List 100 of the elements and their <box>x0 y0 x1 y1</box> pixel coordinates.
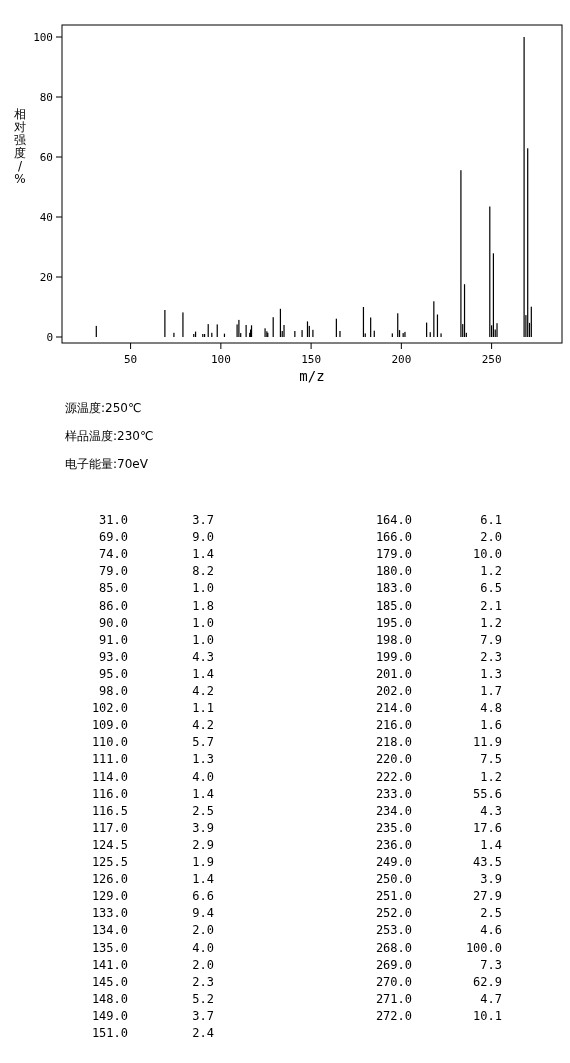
text: 114.0 <box>91 769 128 784</box>
text: 1.2 <box>480 615 502 630</box>
text: 126.0 <box>91 872 128 887</box>
text: 4.2 <box>192 718 214 733</box>
text: 93.0 <box>99 649 128 664</box>
text: 1.4 <box>192 666 214 681</box>
text: 129.0 <box>91 889 128 904</box>
text: 1.3 <box>480 666 502 681</box>
text: 183.0 <box>375 581 412 596</box>
text: 10.0 <box>473 547 502 562</box>
text: 6.6 <box>192 889 214 904</box>
text: 74.0 <box>99 547 128 562</box>
text: 1.4 <box>192 872 214 887</box>
x-axis-title: m/z <box>299 368 325 384</box>
x-tick-label: 150 <box>301 353 322 366</box>
y-tick-label: 60 <box>39 151 53 164</box>
text: 2.1 <box>480 598 502 613</box>
text: 116.0 <box>91 786 128 801</box>
text: 55.6 <box>473 786 502 801</box>
text: 1.0 <box>192 632 214 647</box>
x-tick-label: 250 <box>481 353 502 366</box>
text: 249.0 <box>375 855 412 869</box>
text: 3.7 <box>192 1008 214 1023</box>
text: 134.0 <box>91 923 128 938</box>
text: 86.0 <box>99 598 128 613</box>
text: 201.0 <box>375 666 412 681</box>
text: 269.0 <box>375 957 412 972</box>
text: 79.0 <box>99 564 128 579</box>
text: 1.9 <box>192 855 214 869</box>
text: 4.3 <box>192 649 214 664</box>
text: 110.0 <box>91 735 128 750</box>
text: 2.0 <box>192 923 214 938</box>
text: 3.7 <box>192 513 214 527</box>
x-tick-label: 50 <box>123 353 138 366</box>
text: 149.0 <box>91 1008 128 1023</box>
text: 125.5 <box>91 855 128 869</box>
text: 2.0 <box>480 530 502 545</box>
text: 151.0 <box>91 1026 128 1040</box>
text: 166.0 <box>375 530 412 545</box>
text: 6.1 <box>480 513 502 527</box>
text: 1.7 <box>480 684 502 698</box>
y-axis-title: 相对强度/% <box>14 107 26 186</box>
text: 252.0 <box>375 906 412 921</box>
text: 222.0 <box>375 769 412 784</box>
text: 271.0 <box>375 991 412 1006</box>
text: 4.0 <box>192 769 214 784</box>
text: 135.0 <box>91 940 128 955</box>
text: 185.0 <box>375 598 412 613</box>
text: 1.1 <box>192 701 214 716</box>
text: 95.0 <box>99 666 128 681</box>
text: 1.6 <box>480 718 502 733</box>
y-tick-label: 100 <box>33 31 53 44</box>
text: 7.9 <box>480 632 502 647</box>
text: 100.0 <box>465 940 502 955</box>
text: 98.0 <box>99 684 128 698</box>
text: 195.0 <box>375 615 412 630</box>
x-tick-label: 200 <box>391 353 412 366</box>
text: 199.0 <box>375 649 412 664</box>
text: 2.3 <box>192 974 214 989</box>
text: 111.0 <box>91 752 128 767</box>
text: 102.0 <box>91 701 128 716</box>
text: 4.0 <box>192 940 214 955</box>
text: 253.0 <box>375 923 412 938</box>
text: 164.0 <box>375 513 412 527</box>
text: 7.3 <box>480 957 502 972</box>
text: 1.8 <box>192 598 214 613</box>
text: 10.1 <box>473 1008 502 1023</box>
text: 268.0 <box>375 940 412 955</box>
text: 7.5 <box>480 752 502 767</box>
text: 62.9 <box>473 974 502 989</box>
text: 202.0 <box>375 684 412 698</box>
text: 214.0 <box>375 701 412 716</box>
text: 85.0 <box>99 581 128 596</box>
text: 样品温度:230℃ <box>65 429 154 443</box>
text: 198.0 <box>375 632 412 647</box>
text: 272.0 <box>375 1008 412 1023</box>
text: 1.0 <box>192 615 214 630</box>
text: 124.5 <box>91 837 128 852</box>
text: 源温度:250℃ <box>65 401 142 415</box>
text: 148.0 <box>91 991 128 1006</box>
text: 141.0 <box>91 957 128 972</box>
text: 250.0 <box>375 872 412 887</box>
text: 1.4 <box>192 547 214 562</box>
text: 31.0 <box>99 513 128 527</box>
text: 9.4 <box>192 906 214 921</box>
text: 5.2 <box>192 991 214 1006</box>
text: 2.5 <box>480 906 502 921</box>
y-tick-label: 20 <box>39 271 53 284</box>
text: 235.0 <box>375 820 412 835</box>
text: 180.0 <box>375 564 412 579</box>
text: 6.5 <box>480 581 502 596</box>
text: 3.9 <box>192 820 214 835</box>
text: 2.4 <box>192 1026 214 1040</box>
text: 4.2 <box>192 684 214 698</box>
text: 179.0 <box>375 547 412 562</box>
x-tick-label: 100 <box>210 353 231 366</box>
text: 109.0 <box>91 718 128 733</box>
text: 43.5 <box>473 855 502 869</box>
text: 2.5 <box>192 803 214 818</box>
text: 1.2 <box>480 564 502 579</box>
